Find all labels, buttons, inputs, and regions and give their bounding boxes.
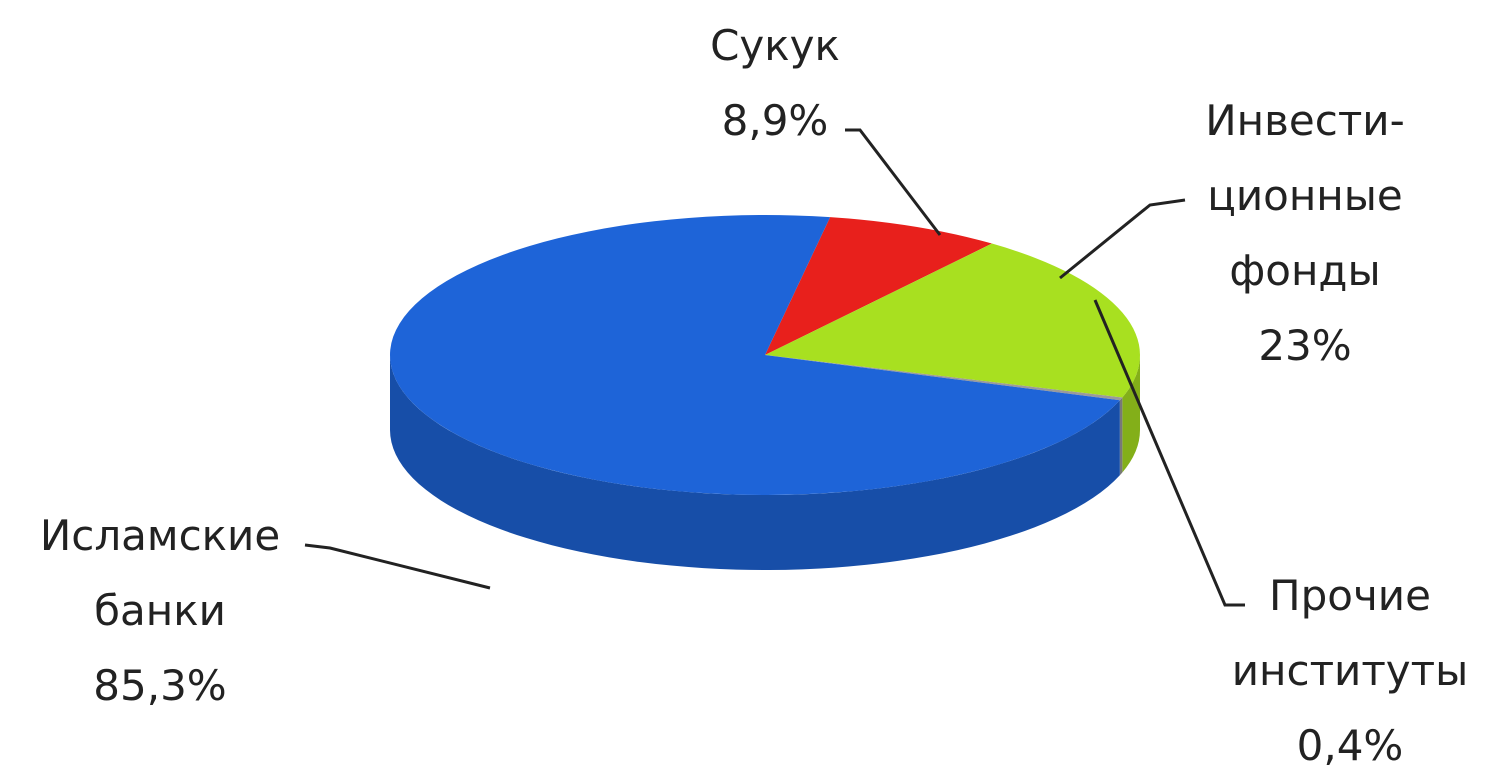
slice-label: Инвести- ционные фонды 23% [1205,83,1404,383]
value-label: 85,3% [93,661,227,710]
value-label: 23% [1258,321,1352,370]
slice-label: Сукук 8,9% [710,8,840,158]
leader-line [1093,299,1245,607]
value-label: 8,9% [721,96,829,145]
category-label: Сукук [710,21,840,70]
leader-line [845,128,942,236]
pie [390,215,1140,571]
leader-line [1059,198,1186,280]
slice [765,355,1123,401]
category-label: Инвести- ционные фонды [1205,96,1405,295]
leader-lines [304,128,1245,607]
slice [765,217,992,355]
pie-tops [390,215,1140,496]
slice-side [1119,397,1123,476]
slice-side [390,355,1120,571]
slice [765,243,1140,398]
category-label: Прочие институты [1231,571,1469,695]
category-label: Исламские банки [39,511,281,635]
value-label: 0,4% [1296,721,1404,770]
slice [390,215,1120,496]
slice-label: Прочие институты 0,4% [1232,558,1469,778]
slice-side [1122,355,1140,473]
pie-sides [390,355,1140,571]
leader-line [304,543,491,590]
slice-label: Исламские банки 85,3% [40,498,280,723]
